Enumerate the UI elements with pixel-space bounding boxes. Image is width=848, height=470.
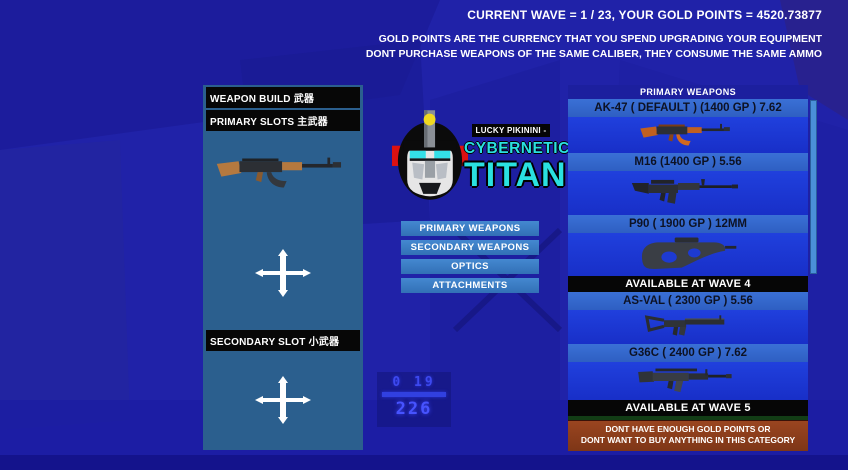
shop-row-m16[interactable]: M16 (1400 GP ) 5.56 — [568, 153, 808, 215]
ak47-icon — [640, 123, 730, 146]
menu-button-secondary-weapons[interactable]: SECONDARY WEAPONS — [401, 240, 539, 255]
menu-button-optics[interactable]: OPTICS — [401, 259, 539, 274]
weapon-label: AS-VAL ( 2300 GP ) 5.56 — [568, 292, 808, 310]
primary-slot-add-button[interactable] — [253, 248, 313, 298]
secondary-slot-header: SECONDARY SLOT 小武器 — [206, 330, 360, 351]
weapon-label: M16 (1400 GP ) 5.56 — [568, 153, 808, 171]
primary-slot-equipped-ak47[interactable] — [215, 135, 351, 211]
divider-line — [568, 416, 808, 420]
robot-head-icon — [392, 110, 468, 200]
weapon-image-area — [568, 362, 808, 400]
logo-line2: CYBERNETIC — [464, 140, 570, 157]
shop-category-header: PRIMARY WEAPONS — [568, 85, 808, 99]
hud-wave-gold-text: CURRENT WAVE = 1 / 23, YOUR GOLD POINTS … — [467, 8, 822, 22]
shop-scrollbar-thumb[interactable] — [810, 100, 817, 274]
ammo-bar — [382, 392, 446, 397]
weapon-label: P90 ( 1900 GP ) 12MM — [568, 215, 808, 233]
m16-icon — [631, 179, 738, 204]
wave-divider: AVAILABLE AT WAVE 5 — [568, 400, 808, 416]
menu-button-attachments[interactable]: ATTACHMENTS — [401, 278, 539, 293]
shop-cancel-button[interactable]: DONT HAVE ENOUGH GOLD POINTS OR DONT WAN… — [568, 420, 808, 451]
secondary-slot-add-button[interactable] — [253, 375, 313, 425]
ammo-count: 226 — [395, 399, 433, 419]
weapon-image-area — [568, 310, 808, 344]
shop-cancel-line1: DONT HAVE ENOUGH GOLD POINTS OR — [605, 424, 771, 434]
weapon-build-panel: WEAPON BUILD 武器 PRIMARY SLOTS 主武器 SECOND… — [203, 85, 363, 450]
shop-row-asval[interactable]: AS-VAL ( 2300 GP ) 5.56 — [568, 292, 808, 344]
weapon-image-area — [568, 233, 808, 276]
weapon-build-header: WEAPON BUILD 武器 — [206, 87, 360, 108]
plus-icon — [255, 249, 311, 297]
shop-row-g36c[interactable]: G36C ( 2400 GP ) 7.62 — [568, 344, 808, 400]
ammo-top-value: 0 19 — [392, 375, 436, 390]
plus-icon — [255, 376, 311, 424]
shop-row-ak47[interactable]: AK-47 ( DEFAULT ) (1400 GP ) 7.62 — [568, 99, 808, 153]
shop-cancel-line2: DONT WANT TO BUY ANYTHING IN THIS CATEGO… — [580, 435, 796, 446]
weapon-image-area — [568, 117, 808, 153]
ammo-display: 0 19 226 — [377, 372, 451, 427]
wave-divider: AVAILABLE AT WAVE 4 — [568, 276, 808, 292]
menu-button-primary-weapons[interactable]: PRIMARY WEAPONS — [401, 221, 539, 236]
ak47-equipped-icon — [216, 157, 342, 188]
hud-info-line2: DONT PURCHASE WEAPONS OF THE SAME CALIBE… — [365, 48, 822, 60]
logo-line1: LUCKY PIKININI - — [471, 124, 551, 137]
shop-row-p90[interactable]: P90 ( 1900 GP ) 12MM — [568, 215, 808, 276]
hud-text-block: CURRENT WAVE = 1 / 23, YOUR GOLD POINTS … — [366, 8, 822, 60]
logo-line3: TITAN — [464, 156, 567, 194]
asval-icon — [644, 315, 725, 336]
weapon-label: AK-47 ( DEFAULT ) (1400 GP ) 7.62 — [568, 99, 808, 117]
p90-icon — [641, 237, 737, 269]
hud-info-line1: GOLD POINTS ARE THE CURRENCY THAT YOU SP… — [378, 33, 822, 45]
weapon-image-area — [568, 171, 808, 215]
category-menu: PRIMARY WEAPONS SECONDARY WEAPONS OPTICS… — [401, 221, 539, 297]
weapon-shop-panel: PRIMARY WEAPONS AK-47 ( DEFAULT ) (1400 … — [568, 85, 808, 451]
primary-slots-header: PRIMARY SLOTS 主武器 — [206, 110, 360, 131]
logo-text-block: LUCKY PIKININI - CYBERNETIC TITAN — [464, 120, 570, 194]
g36c-icon — [638, 368, 732, 393]
weapon-label: G36C ( 2400 GP ) 7.62 — [568, 344, 808, 362]
game-logo: LUCKY PIKININI - CYBERNETIC TITAN — [390, 100, 570, 210]
bottom-strip — [0, 455, 848, 470]
